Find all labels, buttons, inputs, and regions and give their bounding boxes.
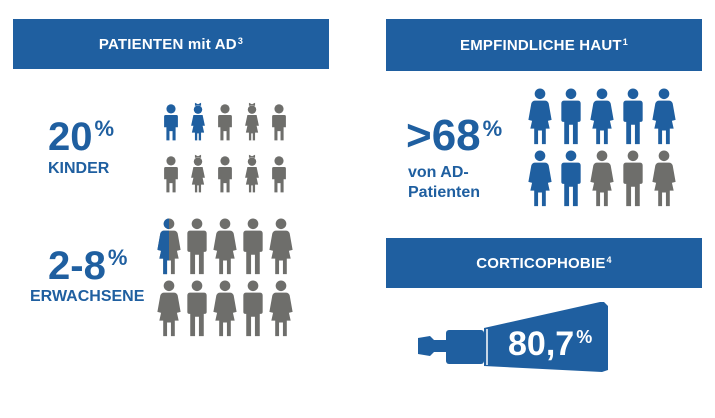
adults-unit: % xyxy=(107,245,128,270)
icon-row xyxy=(528,150,683,208)
sensitive-percentage: >68% xyxy=(406,114,503,158)
girl-icon xyxy=(245,102,259,141)
corticophobie-value: 80,7 xyxy=(508,325,575,363)
right-panel-title-footnote: 1 xyxy=(622,37,628,47)
woman-icon xyxy=(652,88,676,145)
sensitive-unit: % xyxy=(482,116,503,141)
woman-icon xyxy=(590,150,614,207)
corticophobie-title-text: CORTICOPHOBIE xyxy=(476,254,606,272)
corticophobie-unit: % xyxy=(576,327,593,347)
icon-row xyxy=(160,154,295,200)
man-icon xyxy=(623,150,643,207)
boy-icon xyxy=(218,156,232,193)
woman-icon xyxy=(528,88,552,145)
boy-icon xyxy=(218,104,232,141)
boy-icon xyxy=(164,104,178,141)
woman-icon xyxy=(213,280,237,337)
man-icon xyxy=(243,280,263,337)
woman-icon xyxy=(157,218,181,275)
corticophobie-percentage: 80,7% xyxy=(508,324,592,364)
right-panel-title-text: EMPFINDLICHE HAUT xyxy=(460,36,622,54)
left-panel-title: PATIENTEN mit AD 3 xyxy=(13,19,329,69)
boy-icon xyxy=(272,156,286,193)
children-label: KINDER xyxy=(48,160,110,177)
woman-icon xyxy=(528,150,552,207)
adults-label: ERWACHSENE xyxy=(30,288,145,305)
adults-value: 2-8 xyxy=(48,244,106,288)
children-value: 20 xyxy=(48,115,93,159)
children-icon-grid xyxy=(160,102,295,206)
woman-icon xyxy=(269,280,293,337)
sensitive-label-line2: Patienten xyxy=(408,184,481,201)
icon-row xyxy=(528,88,683,146)
man-icon xyxy=(187,218,207,275)
boy-icon xyxy=(272,104,286,141)
left-panel-title-text: PATIENTEN mit AD xyxy=(98,35,237,53)
adults-percentage: 2-8% xyxy=(48,244,128,288)
woman-icon xyxy=(157,280,181,337)
icon-row xyxy=(157,280,297,338)
icon-row xyxy=(157,218,297,276)
icon-row xyxy=(160,102,295,148)
man-icon xyxy=(561,88,581,145)
man-icon xyxy=(187,280,207,337)
woman-icon xyxy=(213,218,237,275)
boy-icon xyxy=(164,156,178,193)
corticophobie-title-footnote: 4 xyxy=(606,255,612,265)
children-unit: % xyxy=(94,116,115,141)
sensitive-icon-grid xyxy=(528,88,683,212)
girl-icon xyxy=(191,154,205,193)
children-percentage: 20% xyxy=(48,115,115,159)
woman-icon xyxy=(652,150,676,207)
sensitive-value: >68 xyxy=(406,111,481,160)
woman-icon xyxy=(590,88,614,145)
man-icon xyxy=(561,150,581,207)
sensitive-label-line1: von AD- xyxy=(408,164,469,181)
left-panel-title-footnote: 3 xyxy=(237,36,244,46)
girl-icon xyxy=(245,154,259,193)
woman-icon xyxy=(269,218,293,275)
right-panel-title: EMPFINDLICHE HAUT 1 xyxy=(386,19,702,71)
cream-tube-icon xyxy=(418,302,608,372)
adults-icon-grid xyxy=(157,218,297,342)
man-icon xyxy=(623,88,643,145)
corticophobie-title: CORTICOPHOBIE 4 xyxy=(386,238,702,288)
girl-icon xyxy=(191,102,205,141)
man-icon xyxy=(243,218,263,275)
